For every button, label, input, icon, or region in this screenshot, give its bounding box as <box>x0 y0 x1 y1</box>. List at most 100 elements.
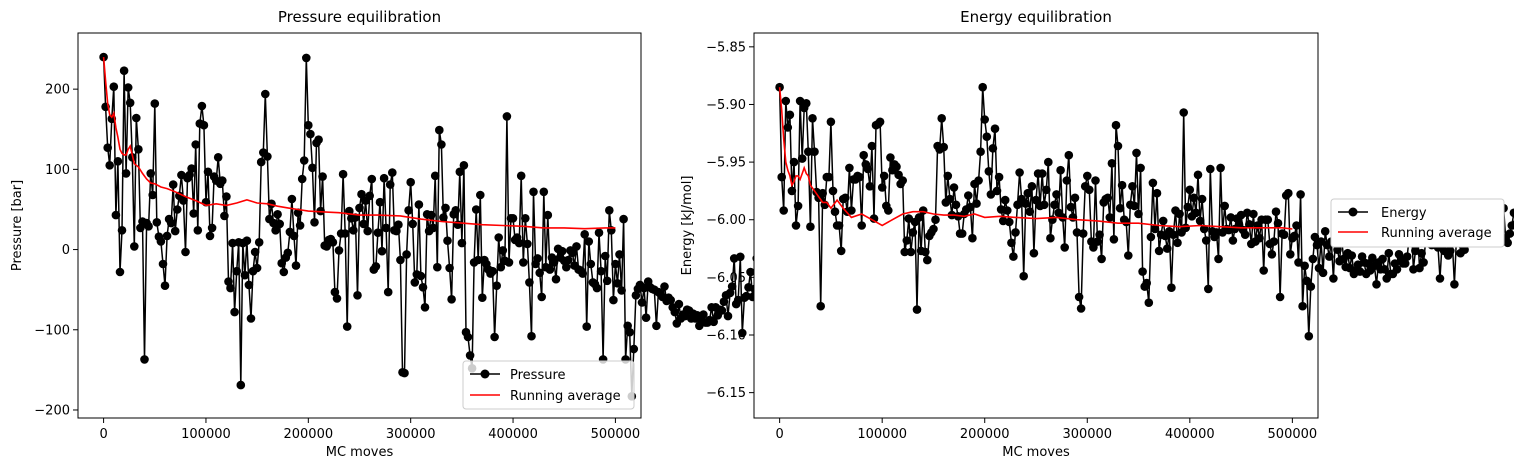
data-point <box>492 281 502 291</box>
data-point <box>414 200 424 209</box>
y-tick-label: 100 <box>45 163 70 178</box>
data-point <box>504 258 514 267</box>
data-point <box>310 218 319 227</box>
data-point <box>246 314 256 323</box>
data-point <box>529 187 538 197</box>
data-point <box>746 267 755 277</box>
data-point <box>802 99 811 108</box>
data-point <box>1066 202 1076 212</box>
x-tick-label: 400000 <box>1165 427 1215 442</box>
data-point <box>564 255 573 265</box>
data-point <box>236 380 246 390</box>
data-point <box>261 89 270 99</box>
data-point <box>1308 254 1318 264</box>
data-point <box>496 262 506 272</box>
data-point <box>841 193 850 203</box>
data-point <box>299 156 309 165</box>
data-point <box>613 279 622 288</box>
data-point <box>535 268 544 278</box>
data-point <box>886 153 895 162</box>
data-point <box>1320 227 1330 236</box>
data-point <box>1284 188 1293 198</box>
data-point <box>1138 267 1147 276</box>
data-point <box>957 229 967 238</box>
data-point <box>357 189 366 199</box>
data-point <box>283 248 293 258</box>
data-point <box>781 96 791 106</box>
data-point <box>1005 217 1014 227</box>
data-point <box>824 172 834 182</box>
data-point <box>865 182 875 191</box>
chart-title: Pressure equilibration <box>278 8 441 26</box>
data-point <box>187 164 196 173</box>
data-point <box>1148 178 1158 188</box>
data-point <box>99 52 108 62</box>
data-point <box>519 258 528 267</box>
data-point <box>670 307 680 317</box>
data-point <box>562 262 571 272</box>
legend-box <box>1330 198 1505 248</box>
plot-frame <box>753 32 1319 419</box>
data-point <box>810 147 819 156</box>
data-point <box>1105 213 1115 222</box>
data-point <box>465 351 475 360</box>
data-point <box>455 167 465 177</box>
data-point <box>867 141 877 151</box>
data-point <box>1175 209 1184 219</box>
data-point <box>443 236 452 245</box>
data-point <box>275 219 285 229</box>
data-point <box>420 303 430 312</box>
chart-title: Energy equilibration <box>960 8 1112 26</box>
data-point <box>1372 280 1381 289</box>
data-point <box>222 192 231 201</box>
x-tick-label: 500000 <box>591 427 641 442</box>
data-point <box>900 247 909 257</box>
data-point <box>1124 251 1133 260</box>
data-point <box>859 150 868 160</box>
data-point <box>539 187 549 197</box>
data-point <box>1503 238 1512 248</box>
data-point <box>457 238 467 248</box>
data-point <box>830 207 840 216</box>
data-point <box>1052 190 1061 199</box>
data-point <box>144 222 153 231</box>
data-point <box>816 301 825 311</box>
y-axis-label: Energy [kJ/mol] <box>680 176 695 276</box>
data-point <box>1505 229 1514 238</box>
data-point <box>717 306 727 315</box>
data-point <box>1368 253 1377 263</box>
data-point <box>908 228 918 237</box>
data-point <box>1511 220 1514 229</box>
data-point <box>189 209 198 218</box>
y-tick-label: 0 <box>62 243 70 258</box>
data-point <box>302 53 311 63</box>
data-point <box>1286 250 1295 259</box>
data-point <box>972 199 981 208</box>
data-point <box>779 206 788 215</box>
y-tick-label: −6.15 <box>706 386 746 401</box>
data-point <box>271 226 280 235</box>
data-point <box>1015 168 1024 177</box>
legend-label-energy: Energy <box>1381 206 1427 221</box>
data-point <box>109 82 119 91</box>
data-point <box>113 157 123 166</box>
data-point <box>1197 194 1207 204</box>
data-point <box>1199 224 1209 234</box>
data-point <box>473 255 483 265</box>
data-point <box>1347 251 1357 260</box>
data-point <box>1064 150 1074 160</box>
data-point <box>806 222 815 231</box>
data-point <box>1068 213 1078 222</box>
data-point <box>1007 238 1016 248</box>
data-point <box>1130 201 1139 211</box>
axes: 0 100000 200000 300000 400000 500000 −6.15 −6.1… <box>706 40 1317 442</box>
data-point <box>619 214 628 224</box>
data-point <box>912 305 922 314</box>
data-point <box>586 259 596 269</box>
data-point <box>525 278 534 287</box>
legend-box <box>462 360 635 410</box>
data-point <box>213 153 223 162</box>
data-point <box>379 173 389 183</box>
data-point <box>1115 203 1125 213</box>
data-point <box>1195 216 1205 226</box>
